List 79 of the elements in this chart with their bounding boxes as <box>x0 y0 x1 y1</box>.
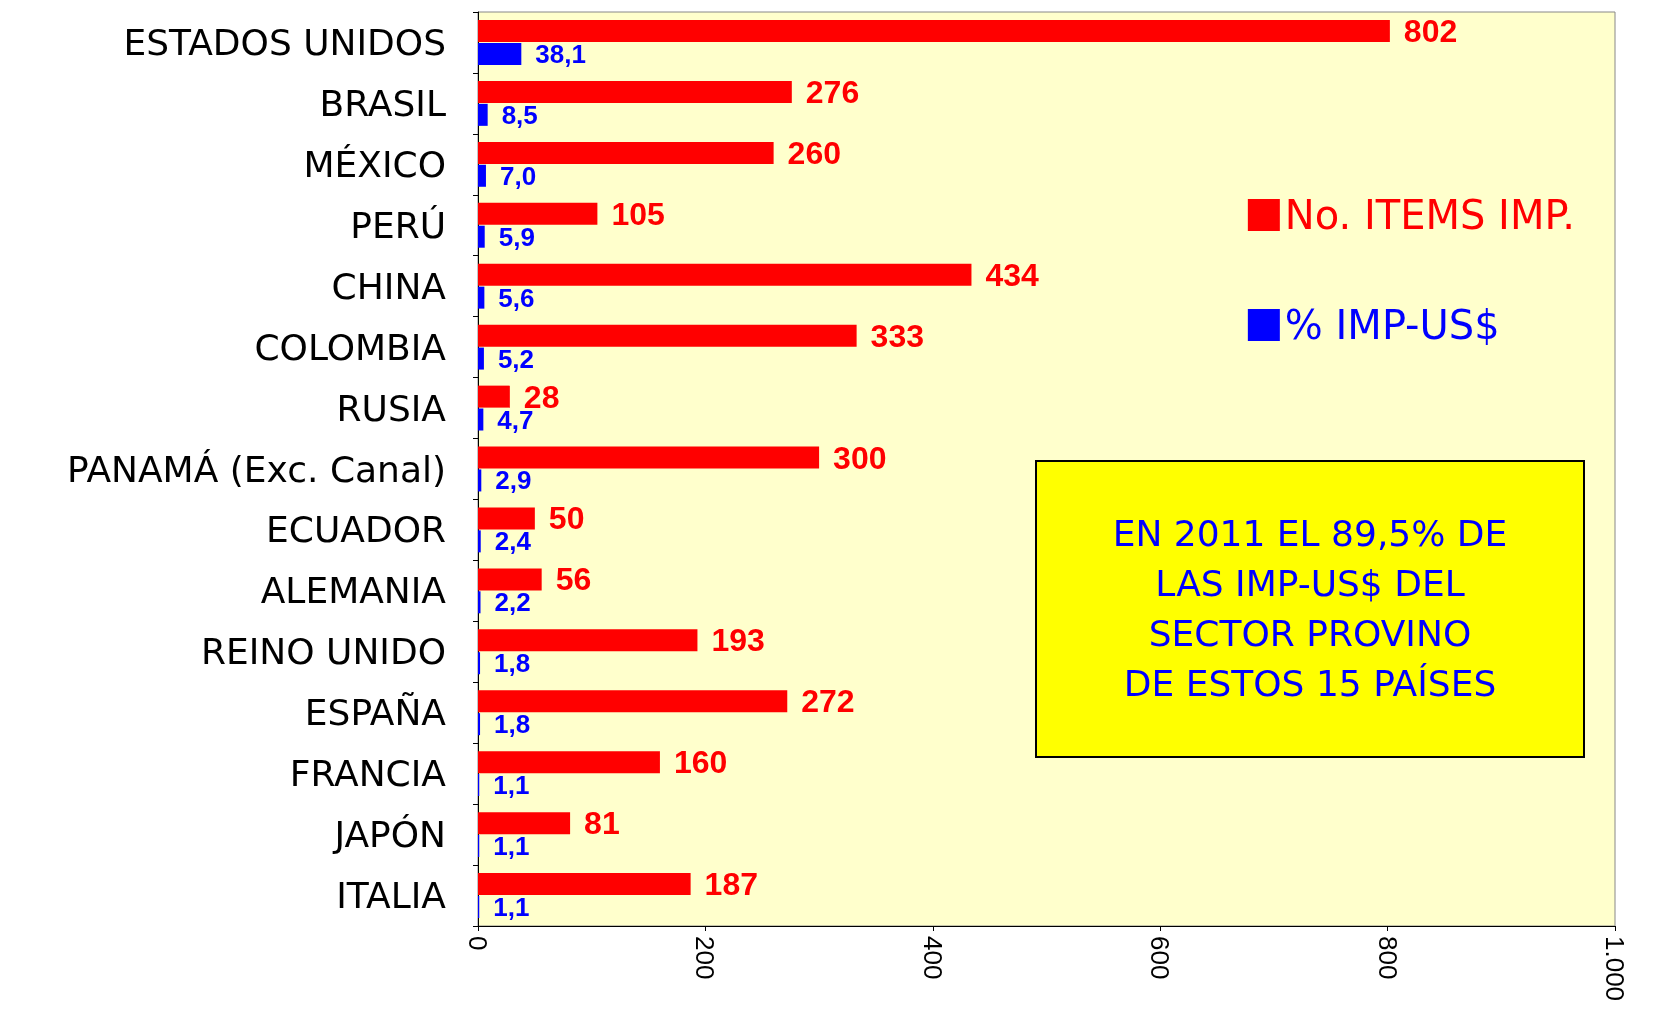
y-tick-label: REINO UNIDO <box>200 631 446 673</box>
data-label: 1,1 <box>493 770 530 801</box>
data-label: 50 <box>548 500 585 537</box>
data-label: 1,8 <box>494 709 531 740</box>
y-tick-label: MÉXICO <box>303 143 446 185</box>
bar <box>478 225 485 248</box>
bar <box>478 812 571 835</box>
data-label: 8,5 <box>501 99 538 130</box>
bar <box>478 751 660 774</box>
data-label: 81 <box>584 805 620 842</box>
y-tick-label: CHINA <box>331 265 447 307</box>
bar <box>478 568 542 591</box>
data-label: 276 <box>805 73 860 110</box>
bar <box>478 507 535 530</box>
y-tick-label: RUSIA <box>336 387 447 429</box>
data-label: 56 <box>555 561 592 598</box>
bar <box>478 690 788 713</box>
data-label: 2,4 <box>494 526 532 557</box>
data-label: 2,2 <box>494 587 531 618</box>
bar <box>478 408 484 431</box>
data-label: 333 <box>870 317 925 354</box>
data-label: 802 <box>1403 13 1458 50</box>
bar <box>478 324 857 347</box>
x-tick-label: 200 <box>690 936 721 980</box>
data-label: 7,0 <box>499 160 537 191</box>
data-label: 5,9 <box>498 221 535 252</box>
data-label: 38,1 <box>535 38 586 69</box>
x-tick-label: 400 <box>917 936 948 980</box>
data-label: 1,1 <box>493 831 530 862</box>
data-label: 1,8 <box>494 648 531 679</box>
bar <box>478 385 510 408</box>
x-tick-label: 0 <box>463 936 493 951</box>
legend-label: No. ITEMS IMP. <box>1284 192 1575 238</box>
bar <box>478 141 774 164</box>
bar <box>478 347 484 370</box>
x-tick-label: 800 <box>1372 936 1403 980</box>
bar <box>478 42 522 65</box>
data-label: 193 <box>711 622 765 659</box>
bar <box>478 873 691 896</box>
bar <box>478 713 481 736</box>
bar <box>478 530 481 553</box>
bar <box>478 164 486 187</box>
note-box: EN 2011 EL 89,5% DE LAS IMP-US$ DEL SECTOR PROVINO DE ESTOS 15 PAÍSES <box>1035 460 1585 758</box>
data-label: 434 <box>985 256 1040 293</box>
data-label: 300 <box>833 439 887 476</box>
y-tick-label: ALEMANIA <box>260 570 447 612</box>
y-tick-label: BRASIL <box>319 82 446 124</box>
y-tick-label: ESTADOS UNIDOS <box>123 21 446 63</box>
bar <box>478 80 792 103</box>
data-label: 160 <box>673 744 728 781</box>
bar <box>478 263 972 286</box>
data-label: 5,6 <box>498 282 535 313</box>
bar <box>478 103 488 126</box>
y-tick-label: ESPAÑA <box>304 692 447 734</box>
y-tick-label: PANAMÁ (Exc. Canal) <box>67 448 446 490</box>
data-label: 5,2 <box>497 343 535 374</box>
x-tick-label: 600 <box>1145 936 1176 980</box>
y-tick-label: ECUADOR <box>266 509 446 551</box>
legend-label: % IMP-US$ <box>1284 302 1500 348</box>
bar <box>478 629 698 652</box>
y-tick-label: FRANCIA <box>289 753 447 795</box>
data-label: 187 <box>704 866 759 903</box>
data-label: 2,9 <box>495 465 532 496</box>
bar <box>478 20 1390 43</box>
y-tick-label: JAPÓN <box>332 814 446 856</box>
data-label: 260 <box>787 134 842 171</box>
bar <box>478 446 820 469</box>
x-tick-label: 1.000 <box>1600 936 1630 1002</box>
data-label: 1,1 <box>493 891 530 922</box>
y-tick-label: ITALIA <box>336 875 447 917</box>
bar <box>478 469 482 492</box>
bar <box>478 652 481 675</box>
y-tick-label: PERÚ <box>350 204 446 246</box>
data-label: 105 <box>611 195 665 232</box>
bar <box>478 591 481 614</box>
data-label: 272 <box>801 683 855 720</box>
bar <box>478 286 485 309</box>
bar <box>478 202 598 225</box>
y-tick-label: COLOMBIA <box>254 326 447 368</box>
